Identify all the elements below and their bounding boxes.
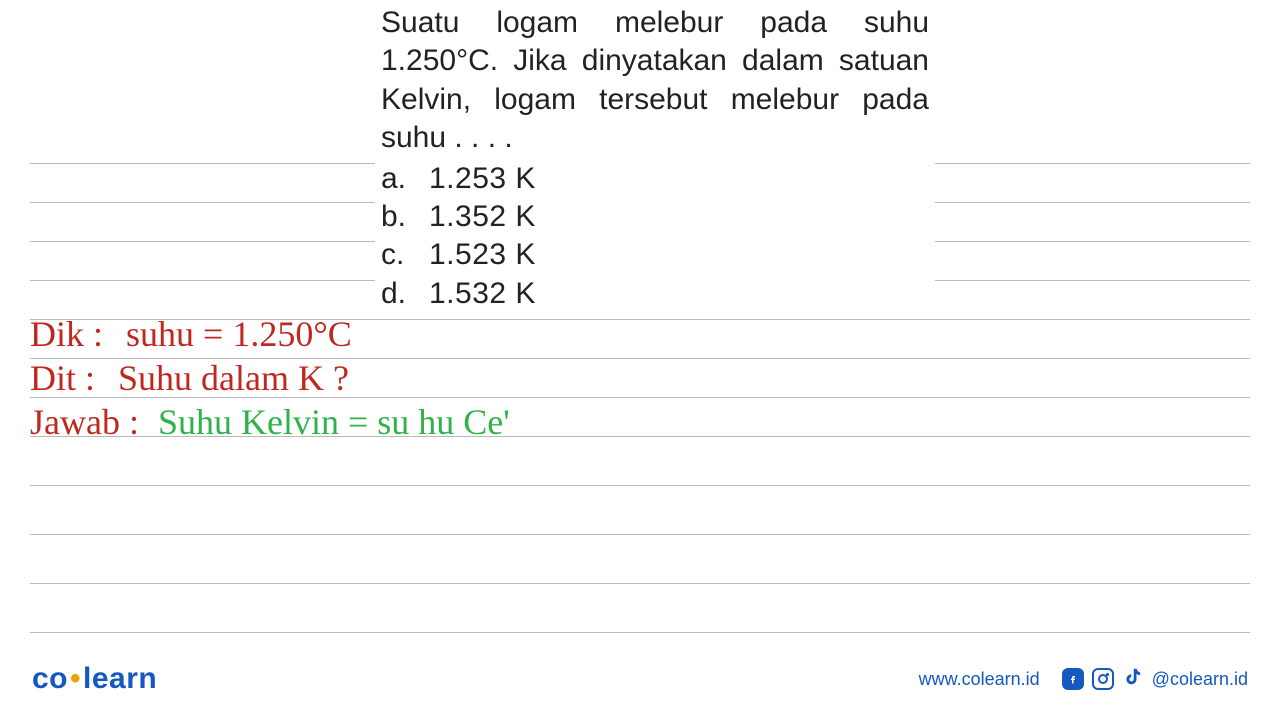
option-value: 1.532 K — [429, 275, 536, 313]
brand-logo: co•learn — [32, 662, 157, 696]
tiktok-icon[interactable] — [1122, 666, 1144, 693]
hw-content: suhu = 1.250°C — [126, 314, 352, 354]
hw-label: Dik : — [30, 314, 103, 354]
handwriting-line-3: Jawab : Suhu Kelvin = su hu Ce' — [30, 404, 510, 440]
footer-handle[interactable]: @colearn.id — [1152, 669, 1248, 690]
options-list: a. 1.253 K b. 1.352 K c. 1.523 K d. 1.53… — [381, 160, 929, 314]
option-letter: a. — [381, 160, 429, 198]
social-icons: @colearn.id — [1062, 666, 1248, 693]
instagram-icon[interactable] — [1092, 668, 1114, 690]
worksheet-page: Suatu logam melebur pada suhu 1.250°C. J… — [0, 0, 1280, 720]
option-c: c. 1.523 K — [381, 236, 929, 274]
option-letter: c. — [381, 236, 429, 274]
handwriting-line-2: Dit : Suhu dalam K ? — [30, 360, 349, 396]
hw-label: Dit : — [30, 358, 95, 398]
option-value: 1.253 K — [429, 160, 536, 198]
option-b: b. 1.352 K — [381, 198, 929, 236]
logo-dot-icon: • — [68, 662, 83, 695]
facebook-icon[interactable] — [1062, 668, 1084, 690]
footer: co•learn www.colearn.id @colearn.id — [32, 662, 1248, 696]
handwriting-line-1: Dik : suhu = 1.250°C — [30, 316, 352, 352]
option-letter: d. — [381, 275, 429, 313]
hw-label: Jawab : — [30, 402, 139, 442]
footer-url[interactable]: www.colearn.id — [919, 669, 1040, 690]
question-block: Suatu logam melebur pada suhu 1.250°C. J… — [375, 4, 935, 315]
option-a: a. 1.253 K — [381, 160, 929, 198]
hw-content: Suhu dalam K ? — [118, 358, 349, 398]
option-value: 1.523 K — [429, 236, 536, 274]
option-d: d. 1.532 K — [381, 275, 929, 313]
option-value: 1.352 K — [429, 198, 536, 236]
question-text: Suatu logam melebur pada suhu 1.250°C. J… — [381, 4, 929, 158]
logo-left: co — [32, 662, 68, 695]
option-letter: b. — [381, 198, 429, 236]
hw-content: Suhu Kelvin = su hu Ce' — [158, 402, 510, 442]
footer-right: www.colearn.id @colearn.id — [919, 666, 1248, 693]
logo-right: learn — [83, 662, 157, 695]
